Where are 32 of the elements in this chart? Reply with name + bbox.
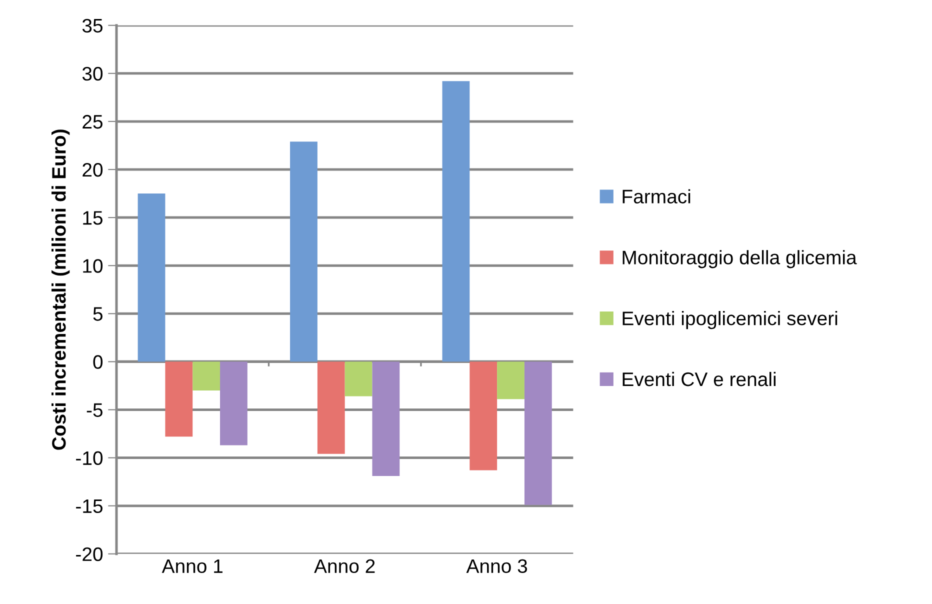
bar [138,194,166,362]
bar [344,362,372,396]
bar [165,362,193,437]
bar [220,362,248,446]
bar [290,142,318,362]
x-tick-label: Anno 2 [314,559,375,574]
legend-label: Eventi ipoglicemici severi [622,311,838,330]
y-tick-label: 30 [82,66,103,81]
y-tick-label: 10 [83,259,103,273]
y-tick-label: -10 [76,451,103,466]
y-tick-label: 35 [82,18,102,33]
y-tick-label: -5 [86,403,102,417]
legend-label: Monitoraggio della glicemia [622,250,857,268]
legend-label: Eventi CV e renali [622,372,776,386]
legend-label: Farmaci [622,189,690,204]
y-tick-label: 5 [93,307,102,321]
y-tick-label: 25 [82,114,102,129]
y-tick-label: 0 [93,355,103,369]
x-tick-label: Anno 1 [162,559,222,574]
y-axis-title: Costi incrementali (milioni di Euro) [52,130,70,450]
bar [497,362,524,400]
bar [372,362,400,476]
bar [317,362,345,454]
bar [470,362,498,470]
y-tick-label: -15 [76,499,102,514]
x-tick-label: Anno 3 [466,559,528,574]
bar [192,362,220,391]
y-tick-label: -20 [76,547,103,562]
bar [442,81,470,362]
bar [524,362,552,505]
y-tick-label: 15 [83,211,102,225]
y-tick-label: 20 [82,162,103,177]
